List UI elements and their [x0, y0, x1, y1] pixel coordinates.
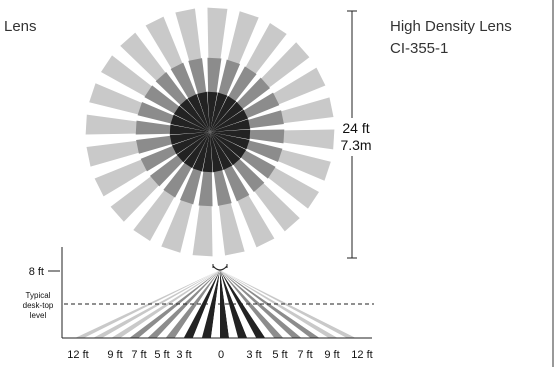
top-view-pattern — [85, 7, 335, 257]
coverage-ray — [94, 132, 210, 197]
side-view-axes: 8 ft Typical desk-top level 12 ft 9 ft 7 f… — [23, 247, 374, 361]
side-coverage-wedge — [84, 270, 220, 338]
coverage-ray — [145, 16, 210, 132]
coverage-ray — [110, 132, 210, 222]
coverage-ray — [85, 114, 210, 135]
desk-label-3: level — [30, 311, 47, 320]
distance-tick-label: 9 ft — [324, 349, 339, 361]
desk-label-2: desk-top — [23, 301, 54, 310]
coverage-ray — [210, 132, 300, 232]
coverage-ray — [210, 97, 334, 132]
coverage-ray — [161, 132, 210, 253]
right-border — [552, 0, 554, 367]
distance-tick-label: 7 ft — [131, 349, 146, 361]
coverage-ray — [210, 42, 310, 132]
distance-ticks: 12 ft 9 ft 7 ft 5 ft 3 ft 0 3 ft 5 ft 7 ft 9 ft 12… — [67, 349, 372, 361]
distance-tick-label: 7 ft — [297, 349, 312, 361]
distance-tick-label: 12 ft — [67, 349, 88, 361]
coverage-ray — [192, 132, 213, 257]
side-coverage-wedge — [129, 270, 220, 338]
coverage-ray — [86, 132, 210, 167]
coverage-ray — [210, 23, 287, 132]
range-meters: 7.3m — [340, 137, 371, 153]
lens-title: High Density Lens — [390, 18, 512, 35]
height-label: 8 ft — [29, 266, 44, 278]
coverage-ray — [89, 83, 210, 132]
coverage-ray — [133, 132, 210, 241]
coverage-ray — [207, 7, 228, 132]
coverage-ray — [175, 8, 210, 132]
lens-heading-left: Lens — [4, 18, 37, 35]
distance-tick-label: 5 ft — [272, 349, 287, 361]
side-coverage-wedge — [220, 270, 365, 338]
range-dimension: 24 ft 7.3m — [336, 10, 376, 259]
distance-tick-label: 5 ft — [154, 349, 169, 361]
coverage-ray — [210, 132, 275, 248]
coverage-ray — [210, 132, 331, 181]
distance-tick-label: 0 — [218, 349, 224, 361]
distance-tick-label: 12 ft — [351, 349, 372, 361]
side-coverage-wedge — [210, 270, 220, 338]
sensor-icon — [212, 265, 228, 271]
range-feet: 24 ft — [342, 120, 369, 136]
coverage-ray — [210, 132, 245, 256]
desk-label-1: Typical — [26, 291, 51, 300]
distance-tick-label: 3 ft — [176, 349, 191, 361]
side-coverage-wedge — [183, 270, 220, 338]
lens-model: CI-355-1 — [390, 40, 449, 57]
side-coverage-wedge — [201, 270, 220, 338]
distance-tick-label: 3 ft — [246, 349, 261, 361]
coverage-ray — [210, 132, 319, 209]
coverage-ray — [210, 11, 259, 132]
distance-tick-label: 9 ft — [107, 349, 122, 361]
coverage-ray — [210, 67, 326, 132]
side-coverage-wedge — [75, 270, 220, 338]
coverage-ray — [210, 129, 335, 150]
coverage-ray — [120, 32, 210, 132]
side-coverage-wedge — [102, 270, 220, 338]
coverage-ray — [101, 55, 210, 132]
side-coverage-wedge — [156, 270, 220, 338]
